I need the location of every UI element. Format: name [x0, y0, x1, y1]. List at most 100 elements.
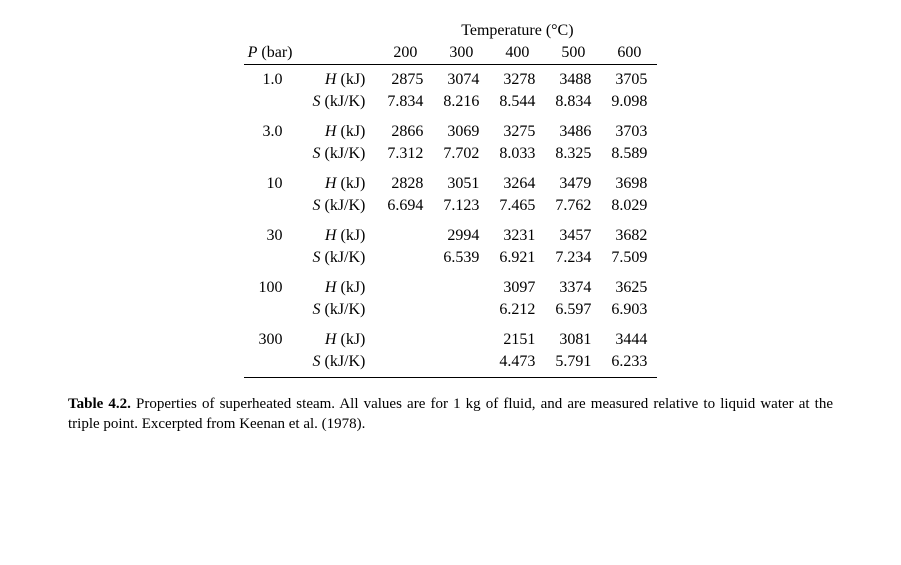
cell: 2866 [377, 117, 433, 143]
cell: 3264 [489, 169, 545, 195]
table-row: S (kJ/K) 6.539 6.921 7.234 7.509 [244, 247, 658, 273]
cell [377, 247, 433, 273]
cell: 3488 [545, 65, 601, 92]
cell [377, 351, 433, 378]
cell: 3275 [489, 117, 545, 143]
prop-label-s: S (kJ/K) [302, 299, 377, 325]
cell: 3051 [433, 169, 489, 195]
prop-label-s: S (kJ/K) [302, 143, 377, 169]
cell: 4.473 [489, 351, 545, 378]
cell: 6.921 [489, 247, 545, 273]
table-row: 100 H (kJ) 3097 3374 3625 [244, 273, 658, 299]
caption-label: Table 4.2. [68, 396, 131, 412]
cell: 3486 [545, 117, 601, 143]
pressure-value: 10 [244, 169, 303, 195]
prop-label-h: H (kJ) [302, 65, 377, 92]
cell: 8.325 [545, 143, 601, 169]
cell: 7.312 [377, 143, 433, 169]
prop-label-h: H (kJ) [302, 117, 377, 143]
cell: 2828 [377, 169, 433, 195]
table-row: 300 H (kJ) 2151 3081 3444 [244, 325, 658, 351]
cell: 7.834 [377, 91, 433, 117]
cell: 3444 [601, 325, 657, 351]
cell: 6.694 [377, 195, 433, 221]
cell: 7.509 [601, 247, 657, 273]
cell: 2994 [433, 221, 489, 247]
prop-label-h: H (kJ) [302, 221, 377, 247]
cell: 8.589 [601, 143, 657, 169]
pressure-value: 100 [244, 273, 303, 299]
cell: 5.791 [545, 351, 601, 378]
table-row: 10 H (kJ) 2828 3051 3264 3479 3698 [244, 169, 658, 195]
cell: 6.903 [601, 299, 657, 325]
temp-col-300: 300 [433, 42, 489, 65]
prop-label-h: H (kJ) [302, 169, 377, 195]
table-col-header: P (bar) 200 300 400 500 600 [244, 42, 658, 65]
table-row: S (kJ/K) 6.694 7.123 7.465 7.762 8.029 [244, 195, 658, 221]
temp-col-400: 400 [489, 42, 545, 65]
cell: 8.216 [433, 91, 489, 117]
cell [433, 351, 489, 378]
cell: 7.702 [433, 143, 489, 169]
prop-label-s: S (kJ/K) [302, 195, 377, 221]
pressure-value: 3.0 [244, 117, 303, 143]
pressure-value: 1.0 [244, 65, 303, 92]
cell [433, 273, 489, 299]
cell: 3081 [545, 325, 601, 351]
cell: 6.212 [489, 299, 545, 325]
cell: 6.597 [545, 299, 601, 325]
pressure-value: 300 [244, 325, 303, 351]
table-row: S (kJ/K) 4.473 5.791 6.233 [244, 351, 658, 378]
cell: 3705 [601, 65, 657, 92]
cell: 6.539 [433, 247, 489, 273]
cell: 3374 [545, 273, 601, 299]
cell: 6.233 [601, 351, 657, 378]
table-row: S (kJ/K) 7.834 8.216 8.544 8.834 9.098 [244, 91, 658, 117]
prop-label-h: H (kJ) [302, 325, 377, 351]
table-caption: Table 4.2. Properties of superheated ste… [40, 394, 861, 435]
temp-col-600: 600 [601, 42, 657, 65]
cell [377, 299, 433, 325]
prop-label-s: S (kJ/K) [302, 351, 377, 378]
cell: 3457 [545, 221, 601, 247]
cell: 2151 [489, 325, 545, 351]
cell: 3698 [601, 169, 657, 195]
cell: 8.029 [601, 195, 657, 221]
cell: 7.123 [433, 195, 489, 221]
prop-label-s: S (kJ/K) [302, 91, 377, 117]
cell: 3278 [489, 65, 545, 92]
cell: 3625 [601, 273, 657, 299]
cell: 8.544 [489, 91, 545, 117]
steam-table-wrapper: Temperature (°C) P (bar) 200 300 400 500… [40, 20, 861, 378]
table-row: 3.0 H (kJ) 2866 3069 3275 3486 3703 [244, 117, 658, 143]
pressure-header: P (bar) [244, 42, 303, 65]
cell [377, 273, 433, 299]
cell: 7.234 [545, 247, 601, 273]
cell: 2875 [377, 65, 433, 92]
cell: 3231 [489, 221, 545, 247]
cell: 7.762 [545, 195, 601, 221]
cell [377, 221, 433, 247]
cell: 3682 [601, 221, 657, 247]
table-super-header: Temperature (°C) [244, 20, 658, 42]
pressure-value: 30 [244, 221, 303, 247]
temp-col-200: 200 [377, 42, 433, 65]
temperature-super-header: Temperature (°C) [377, 20, 657, 42]
cell: 7.465 [489, 195, 545, 221]
caption-text: Properties of superheated steam. All val… [68, 396, 833, 432]
cell: 8.033 [489, 143, 545, 169]
prop-label-s: S (kJ/K) [302, 247, 377, 273]
cell [377, 325, 433, 351]
table-row: 1.0 H (kJ) 2875 3074 3278 3488 3705 [244, 65, 658, 92]
cell [433, 299, 489, 325]
cell: 3069 [433, 117, 489, 143]
steam-table: Temperature (°C) P (bar) 200 300 400 500… [244, 20, 658, 378]
cell: 3703 [601, 117, 657, 143]
table-row: S (kJ/K) 6.212 6.597 6.903 [244, 299, 658, 325]
cell: 8.834 [545, 91, 601, 117]
prop-label-h: H (kJ) [302, 273, 377, 299]
cell: 9.098 [601, 91, 657, 117]
cell: 3479 [545, 169, 601, 195]
cell: 3097 [489, 273, 545, 299]
table-row: S (kJ/K) 7.312 7.702 8.033 8.325 8.589 [244, 143, 658, 169]
